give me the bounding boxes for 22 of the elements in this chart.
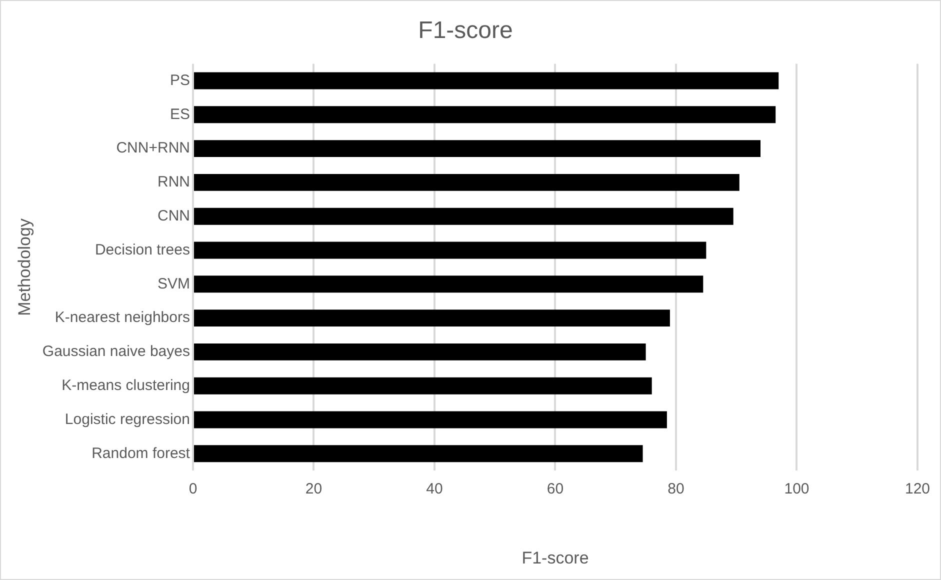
x-tick-label: 0 bbox=[188, 480, 198, 498]
chart-title: F1-score bbox=[418, 17, 513, 44]
y-tick-label: Gaussian naive bayes bbox=[42, 343, 190, 360]
x-tick-label: 60 bbox=[546, 480, 564, 498]
x-tick-label: 120 bbox=[904, 480, 930, 498]
x-tick-label: 40 bbox=[426, 480, 443, 498]
y-tick-label: K-nearest neighbors bbox=[54, 309, 190, 326]
x-tick-label: 20 bbox=[305, 480, 322, 498]
y-tick-label: Logistic regression bbox=[64, 410, 190, 428]
y-tick-label: SVM bbox=[157, 275, 190, 292]
y-tick-label: PS bbox=[170, 72, 190, 89]
x-axis-title: F1-score bbox=[522, 548, 589, 568]
x-tick-label: 80 bbox=[668, 480, 684, 498]
y-axis-title: Methodology bbox=[14, 218, 34, 316]
y-tick-label: CNN bbox=[157, 207, 190, 224]
y-tick-label: K-means clustering bbox=[62, 376, 190, 394]
x-tick-label: 100 bbox=[784, 480, 810, 498]
y-tick-label: CNN+RNN bbox=[116, 140, 190, 157]
y-tick-label: Decision trees bbox=[94, 241, 190, 258]
y-tick-label: Random forest bbox=[92, 444, 191, 462]
y-tick-label: RNN bbox=[157, 174, 190, 191]
y-tick-label: ES bbox=[170, 106, 190, 123]
